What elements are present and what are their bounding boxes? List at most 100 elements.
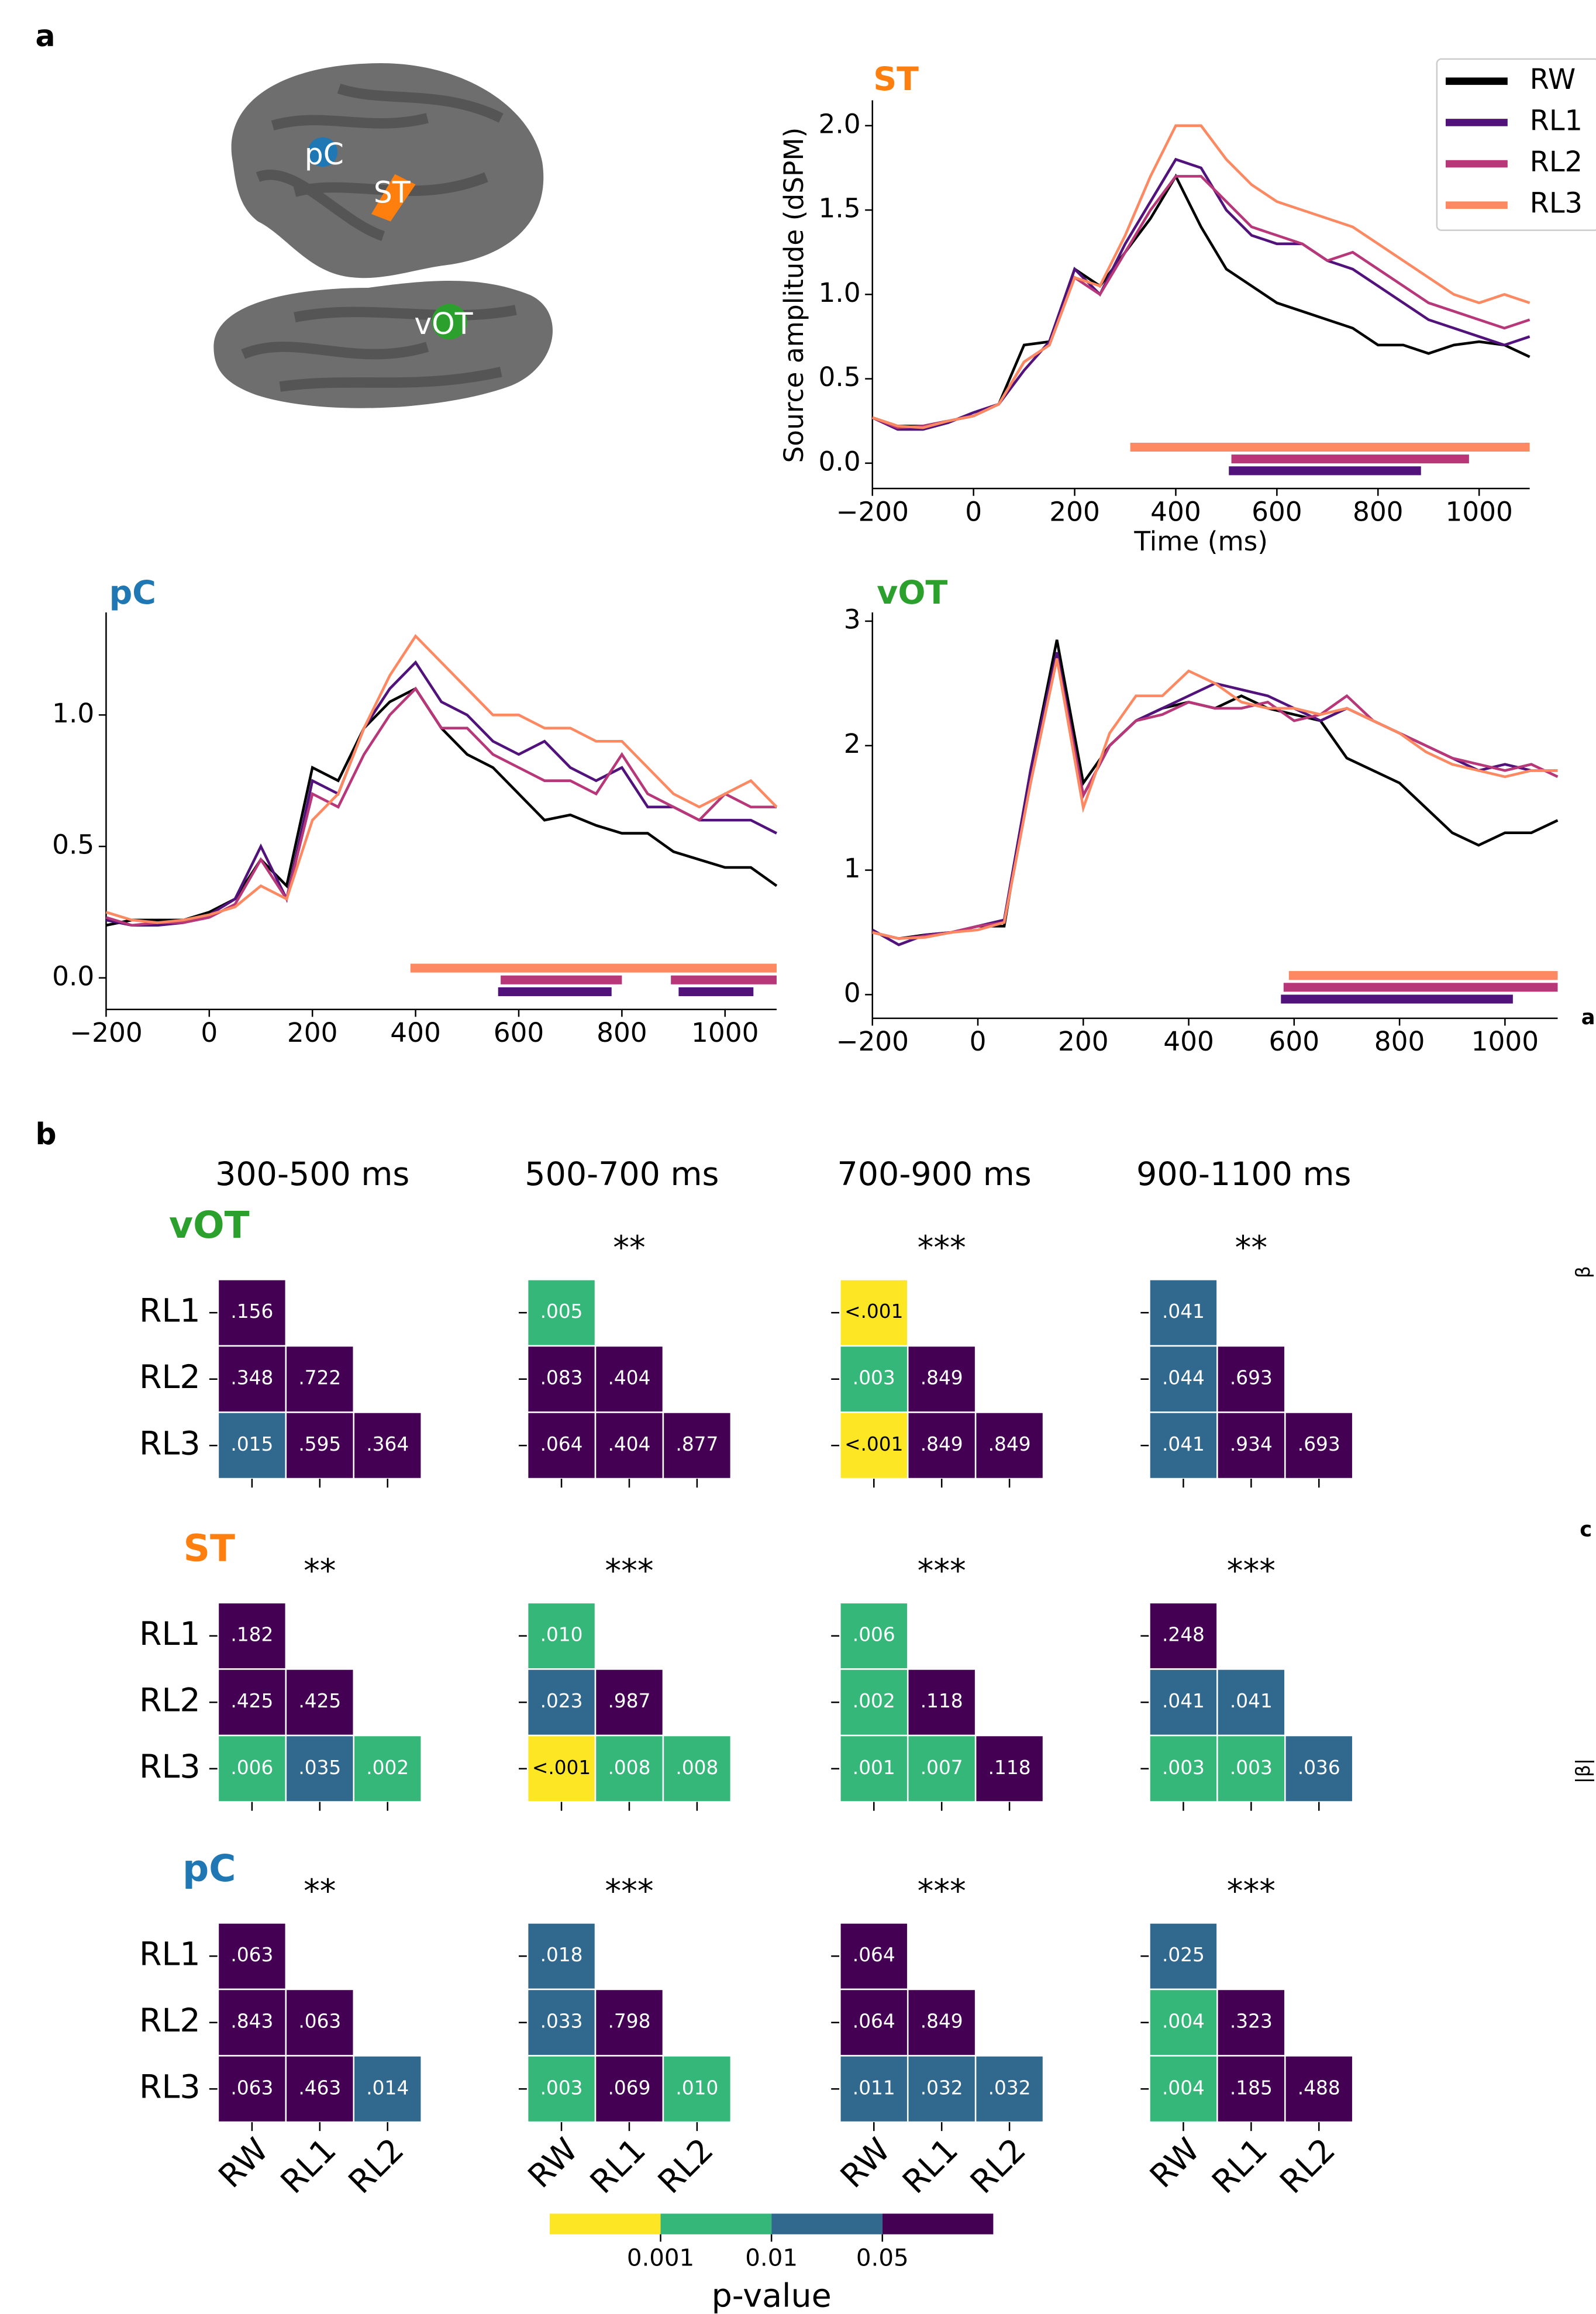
significance-bar: [1284, 983, 1558, 991]
cell-label: .323: [1230, 2010, 1273, 2033]
row-label: RL1: [139, 1292, 201, 1330]
cell-label: .014: [366, 2077, 409, 2099]
region-name: ST: [184, 1527, 235, 1570]
x-tick-label: 800: [1353, 496, 1404, 527]
column-header: 900-1100 ms: [1136, 1156, 1351, 1193]
cell-label: .063: [298, 2010, 341, 2033]
y-tick-label: 0.5: [818, 361, 860, 392]
row-label: RL1: [139, 1616, 201, 1653]
cell-label: .032: [988, 2077, 1031, 2099]
cell-label: .877: [675, 1433, 718, 1455]
region-name: pC: [182, 1847, 236, 1890]
x-axis-label: Time (ms): [1133, 526, 1268, 557]
row-label: RL2: [139, 1682, 201, 1719]
cell-label: .008: [608, 1757, 651, 1779]
cell-label: .063: [230, 2077, 273, 2099]
cell-label: .010: [540, 1624, 583, 1646]
x-tick-label: 1000: [1471, 1026, 1539, 1057]
cell-label: <.001: [844, 1300, 903, 1323]
cell-label: .843: [230, 2010, 273, 2033]
significance-bar: [498, 987, 612, 996]
cell-label: .033: [540, 2010, 583, 2033]
significance-bar: [1232, 454, 1469, 463]
row-label: RL2: [139, 2002, 201, 2040]
significance-stars: **: [304, 1553, 336, 1590]
significance-bar: [1281, 994, 1513, 1003]
clipped-label: c: [1580, 1517, 1592, 1541]
cell-label: .032: [921, 2077, 963, 2099]
significance-bar: [501, 976, 622, 984]
cell-label: .404: [608, 1433, 651, 1455]
x-tick-label: 400: [390, 1017, 441, 1048]
cell-label: .364: [366, 1433, 409, 1455]
x-tick-label: −200: [836, 496, 909, 527]
cell-label: <.001: [532, 1757, 591, 1779]
row-label: RL2: [139, 1359, 201, 1396]
cell-label: .003: [540, 2077, 583, 2099]
significance-bar: [411, 963, 777, 972]
x-tick-label: 800: [597, 1017, 647, 1048]
cell-label: .488: [1298, 2077, 1340, 2099]
cell-label: .064: [540, 1433, 583, 1455]
cell-label: .010: [675, 2077, 718, 2099]
cell-label: .041: [1162, 1433, 1205, 1455]
x-tick-label: 600: [494, 1017, 544, 1048]
significance-stars: ***: [918, 1553, 966, 1590]
cell-label: .185: [1230, 2077, 1273, 2099]
y-tick-label: 2: [844, 728, 861, 759]
x-tick-label: 1000: [1445, 496, 1512, 527]
brain-label: ST: [374, 175, 411, 210]
cell-label: .849: [988, 1433, 1031, 1455]
cell-label: .425: [230, 1690, 273, 1712]
x-tick-label: 600: [1269, 1026, 1320, 1057]
x-tick-label: 600: [1252, 496, 1302, 527]
chart-title: vOT: [877, 574, 947, 612]
cell-label: .008: [675, 1757, 718, 1779]
colorbar-segment: [771, 2213, 883, 2234]
cell-label: .849: [921, 1433, 963, 1455]
x-tick-label: 200: [1058, 1026, 1109, 1057]
y-axis-label: Source amplitude (dSPM): [778, 128, 809, 463]
colorbar-segment: [661, 2213, 772, 2234]
cell-label: .041: [1162, 1300, 1205, 1323]
row-label: RL3: [139, 1748, 201, 1786]
legend-label: RL3: [1530, 188, 1583, 220]
x-tick-label: 1000: [691, 1017, 759, 1048]
colorbar-segment: [550, 2213, 661, 2234]
cell-label: .018: [540, 1944, 583, 1966]
cell-label: .023: [540, 1690, 583, 1712]
x-tick-label: 0: [965, 496, 982, 527]
cell-label: .248: [1162, 1624, 1205, 1646]
cell-label: .798: [608, 2010, 651, 2033]
x-tick-label: −200: [70, 1017, 143, 1048]
x-tick-label: 200: [287, 1017, 338, 1048]
significance-bar: [678, 987, 753, 996]
panel-label: b: [35, 1117, 56, 1151]
cell-label: .041: [1230, 1690, 1273, 1712]
y-tick-label: 1.0: [818, 277, 860, 308]
significance-stars: ***: [1227, 1873, 1276, 1910]
cell-label: .083: [540, 1367, 583, 1389]
cell-label: <.001: [844, 1433, 903, 1455]
cell-label: .987: [608, 1690, 651, 1712]
cell-label: .002: [853, 1690, 895, 1712]
significance-stars: **: [1235, 1230, 1267, 1267]
column-header: 300-500 ms: [215, 1156, 409, 1193]
colorbar-segment: [883, 2213, 994, 2234]
significance-stars: ***: [918, 1230, 966, 1267]
cell-label: .182: [230, 1624, 273, 1646]
colorbar-tick-label: 0.01: [745, 2244, 798, 2272]
cell-label: .007: [921, 1757, 963, 1779]
cell-label: .404: [608, 1367, 651, 1389]
cell-label: .006: [853, 1624, 895, 1646]
cell-label: .002: [366, 1757, 409, 1779]
cell-label: .849: [921, 1367, 963, 1389]
legend-label: RL1: [1530, 105, 1583, 137]
significance-stars: ***: [605, 1553, 653, 1590]
cell-label: .035: [298, 1757, 341, 1779]
page: a b pC ST vOT a β c |β| −200020040060080…: [0, 0, 1596, 2314]
significance-stars: **: [613, 1230, 645, 1267]
panel-label: a: [35, 19, 55, 53]
legend-label: RW: [1530, 64, 1576, 96]
significance-bar: [1289, 971, 1558, 980]
